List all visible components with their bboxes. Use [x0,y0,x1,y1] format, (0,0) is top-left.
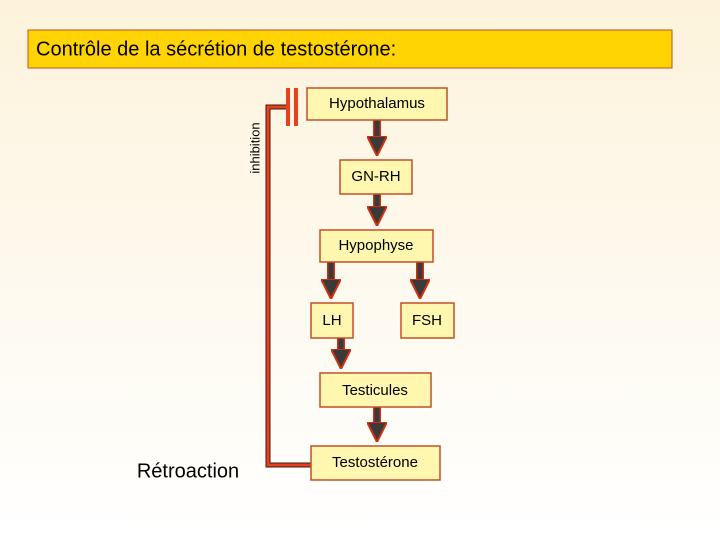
node: FSH [400,302,455,339]
arrows [331,120,420,432]
node-label: LH [322,312,341,329]
node: Testicules [319,372,432,408]
node: Hypothalamus [306,87,448,121]
node-label: GN-RH [351,168,400,185]
node: GN-RH [339,159,413,195]
node-label: Testicules [342,382,408,399]
node: LH [310,302,354,339]
feedback-line [266,105,311,467]
node-label: FSH [412,312,442,329]
title-box [27,29,673,69]
node-label: Hypophyse [338,237,413,254]
node-label: Hypothalamus [329,95,425,112]
node: Hypophyse [319,229,434,263]
node-label: Testostérone [332,454,418,471]
title: Contrôle de la sécrétion de testostérone… [36,38,396,60]
inhibition-label: inhibition [247,122,262,173]
feedback-label: Rétroaction [137,460,239,482]
node: Testostérone [310,445,441,481]
